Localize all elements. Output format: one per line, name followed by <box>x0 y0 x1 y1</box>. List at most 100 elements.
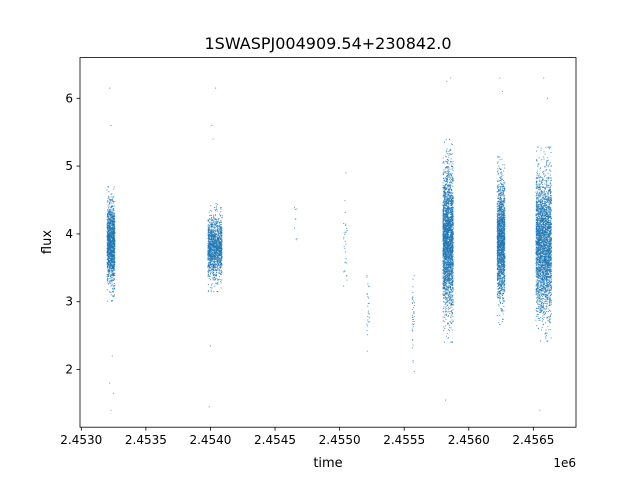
data-point <box>447 233 449 235</box>
data-point <box>448 163 450 165</box>
data-point <box>210 247 212 249</box>
data-point <box>447 214 449 216</box>
data-point <box>112 253 114 255</box>
data-point <box>109 202 111 204</box>
data-point <box>447 202 449 204</box>
data-point <box>219 251 221 253</box>
data-point <box>112 237 114 239</box>
data-point <box>450 160 452 162</box>
data-point <box>208 270 210 272</box>
data-point <box>208 248 210 250</box>
data-point <box>443 306 445 308</box>
data-point <box>444 188 446 190</box>
data-point <box>212 224 214 226</box>
data-point <box>445 195 447 197</box>
data-point <box>208 268 210 270</box>
data-point <box>107 215 109 217</box>
data-point <box>450 154 452 156</box>
data-point <box>442 263 444 265</box>
data-point <box>217 262 219 264</box>
data-point <box>444 252 446 254</box>
data-point <box>220 255 222 257</box>
data-point <box>447 263 449 265</box>
data-point <box>221 232 223 234</box>
data-point <box>114 240 116 242</box>
data-point <box>108 215 110 217</box>
data-point <box>114 247 116 249</box>
data-point <box>451 176 453 178</box>
data-point <box>111 222 113 224</box>
data-point <box>212 246 214 248</box>
data-point <box>111 198 113 200</box>
data-point <box>107 255 109 257</box>
data-point <box>209 237 211 239</box>
data-point <box>221 229 223 231</box>
data-point <box>451 210 453 212</box>
data-point <box>214 224 216 226</box>
data-point <box>110 257 112 259</box>
data-point <box>209 254 211 256</box>
data-point <box>449 224 451 226</box>
data-point <box>450 238 452 240</box>
data-point <box>212 253 214 255</box>
data-point <box>113 221 115 223</box>
data-point <box>219 248 220 250</box>
data-point <box>449 266 451 268</box>
data-point <box>107 267 109 269</box>
data-point <box>448 229 450 231</box>
data-point <box>108 227 110 229</box>
data-point <box>447 264 449 266</box>
data-point <box>211 231 213 233</box>
data-point <box>444 204 446 206</box>
data-point <box>450 213 452 215</box>
data-point <box>218 238 220 240</box>
data-point <box>220 244 222 246</box>
data-point <box>451 220 453 222</box>
data-point <box>444 188 446 190</box>
data-point <box>106 218 108 220</box>
data-point <box>447 322 449 324</box>
data-point <box>218 276 220 278</box>
data-point <box>447 150 449 152</box>
data-point <box>449 271 451 273</box>
data-point <box>445 198 447 200</box>
data-point <box>343 271 345 273</box>
data-point <box>445 161 447 163</box>
data-point <box>447 273 449 275</box>
data-point <box>113 245 115 247</box>
data-point <box>443 201 445 202</box>
data-point <box>111 225 113 227</box>
data-point <box>108 230 110 232</box>
data-point <box>447 159 449 161</box>
data-point <box>219 248 221 250</box>
data-point <box>213 222 215 224</box>
data-point <box>210 245 212 247</box>
data-point <box>107 238 109 240</box>
data-point <box>108 241 110 243</box>
data-point <box>106 231 108 233</box>
data-point <box>217 220 219 222</box>
data-point <box>452 266 454 268</box>
data-point <box>210 260 212 262</box>
data-point <box>212 254 214 256</box>
data-point <box>444 188 446 190</box>
data-point <box>442 224 444 226</box>
data-point <box>219 253 221 255</box>
data-point <box>449 175 451 177</box>
data-point <box>113 289 115 291</box>
data-point <box>211 210 213 212</box>
data-point <box>447 197 449 199</box>
data-point <box>445 325 447 327</box>
data-point <box>106 245 108 247</box>
data-point <box>443 216 445 218</box>
data-point <box>112 215 114 217</box>
data-point <box>445 289 447 291</box>
data-point <box>107 269 109 271</box>
data-point <box>213 214 215 216</box>
data-point <box>451 205 453 207</box>
data-point <box>443 199 445 201</box>
data-point <box>413 313 415 315</box>
data-point <box>445 237 447 239</box>
data-point <box>446 234 448 236</box>
data-point <box>344 211 346 213</box>
